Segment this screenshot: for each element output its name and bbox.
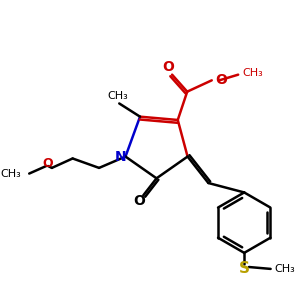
- Text: S: S: [239, 261, 250, 276]
- Text: CH₃: CH₃: [107, 91, 128, 101]
- Text: O: O: [215, 73, 227, 87]
- Text: O: O: [134, 194, 146, 208]
- Text: CH₃: CH₃: [0, 169, 21, 178]
- Text: O: O: [43, 157, 53, 170]
- Text: N: N: [115, 150, 127, 164]
- Text: O: O: [162, 60, 174, 74]
- Text: CH₃: CH₃: [274, 264, 295, 274]
- Text: CH₃: CH₃: [242, 68, 263, 78]
